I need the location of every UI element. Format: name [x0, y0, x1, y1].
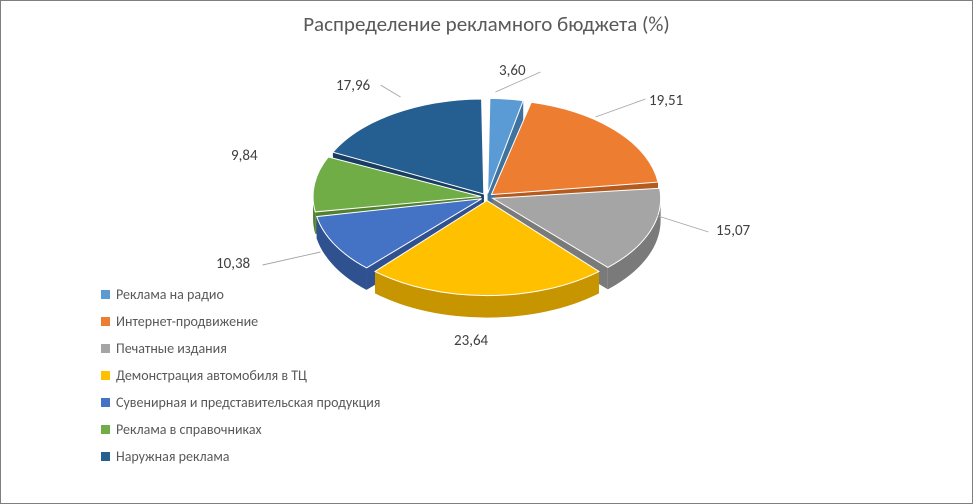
- legend-swatch: [101, 290, 110, 299]
- legend-label: Демонстрация автомобиля в ТЦ: [116, 367, 307, 384]
- legend-swatch: [101, 398, 110, 407]
- legend-item: Демонстрация автомобиля в ТЦ: [101, 367, 481, 384]
- legend-item: Интернет-продвижение: [101, 313, 481, 330]
- data-label: 15,07: [716, 222, 750, 240]
- legend-item: Реклама в справочниках: [101, 421, 481, 438]
- leader-line: [380, 85, 400, 97]
- legend-swatch: [101, 344, 110, 353]
- legend: Реклама на радио Интернет-продвижение Печа…: [101, 286, 901, 485]
- legend-label: Сувенирная и представительская продукция: [116, 394, 380, 411]
- legend-swatch: [101, 371, 110, 380]
- legend-swatch: [101, 452, 110, 461]
- leader-line: [262, 252, 320, 265]
- chart-container: Распределение рекламного бюджета (%) 3,6…: [0, 0, 973, 504]
- data-label: 9,84: [231, 147, 258, 165]
- data-label: 17,96: [336, 77, 370, 95]
- leader-line: [595, 99, 645, 117]
- legend-swatch: [101, 317, 110, 326]
- data-label: 10,38: [216, 255, 250, 273]
- legend-swatch: [101, 425, 110, 434]
- legend-label: Реклама на радио: [116, 286, 224, 303]
- data-label: 19,51: [649, 92, 683, 110]
- legend-item: Реклама на радио: [101, 286, 481, 303]
- legend-label: Наружная реклама: [116, 448, 230, 465]
- legend-label: Интернет-продвижение: [116, 313, 258, 330]
- legend-item: Печатные издания: [101, 340, 481, 357]
- legend-item: Сувенирная и представительская продукция: [101, 394, 481, 411]
- data-label: 3,60: [499, 62, 526, 80]
- legend-label: Реклама в справочниках: [116, 421, 262, 438]
- chart-title: Распределение рекламного бюджета (%): [1, 11, 972, 37]
- legend-label: Печатные издания: [116, 340, 227, 357]
- legend-item: Наружная реклама: [101, 448, 481, 465]
